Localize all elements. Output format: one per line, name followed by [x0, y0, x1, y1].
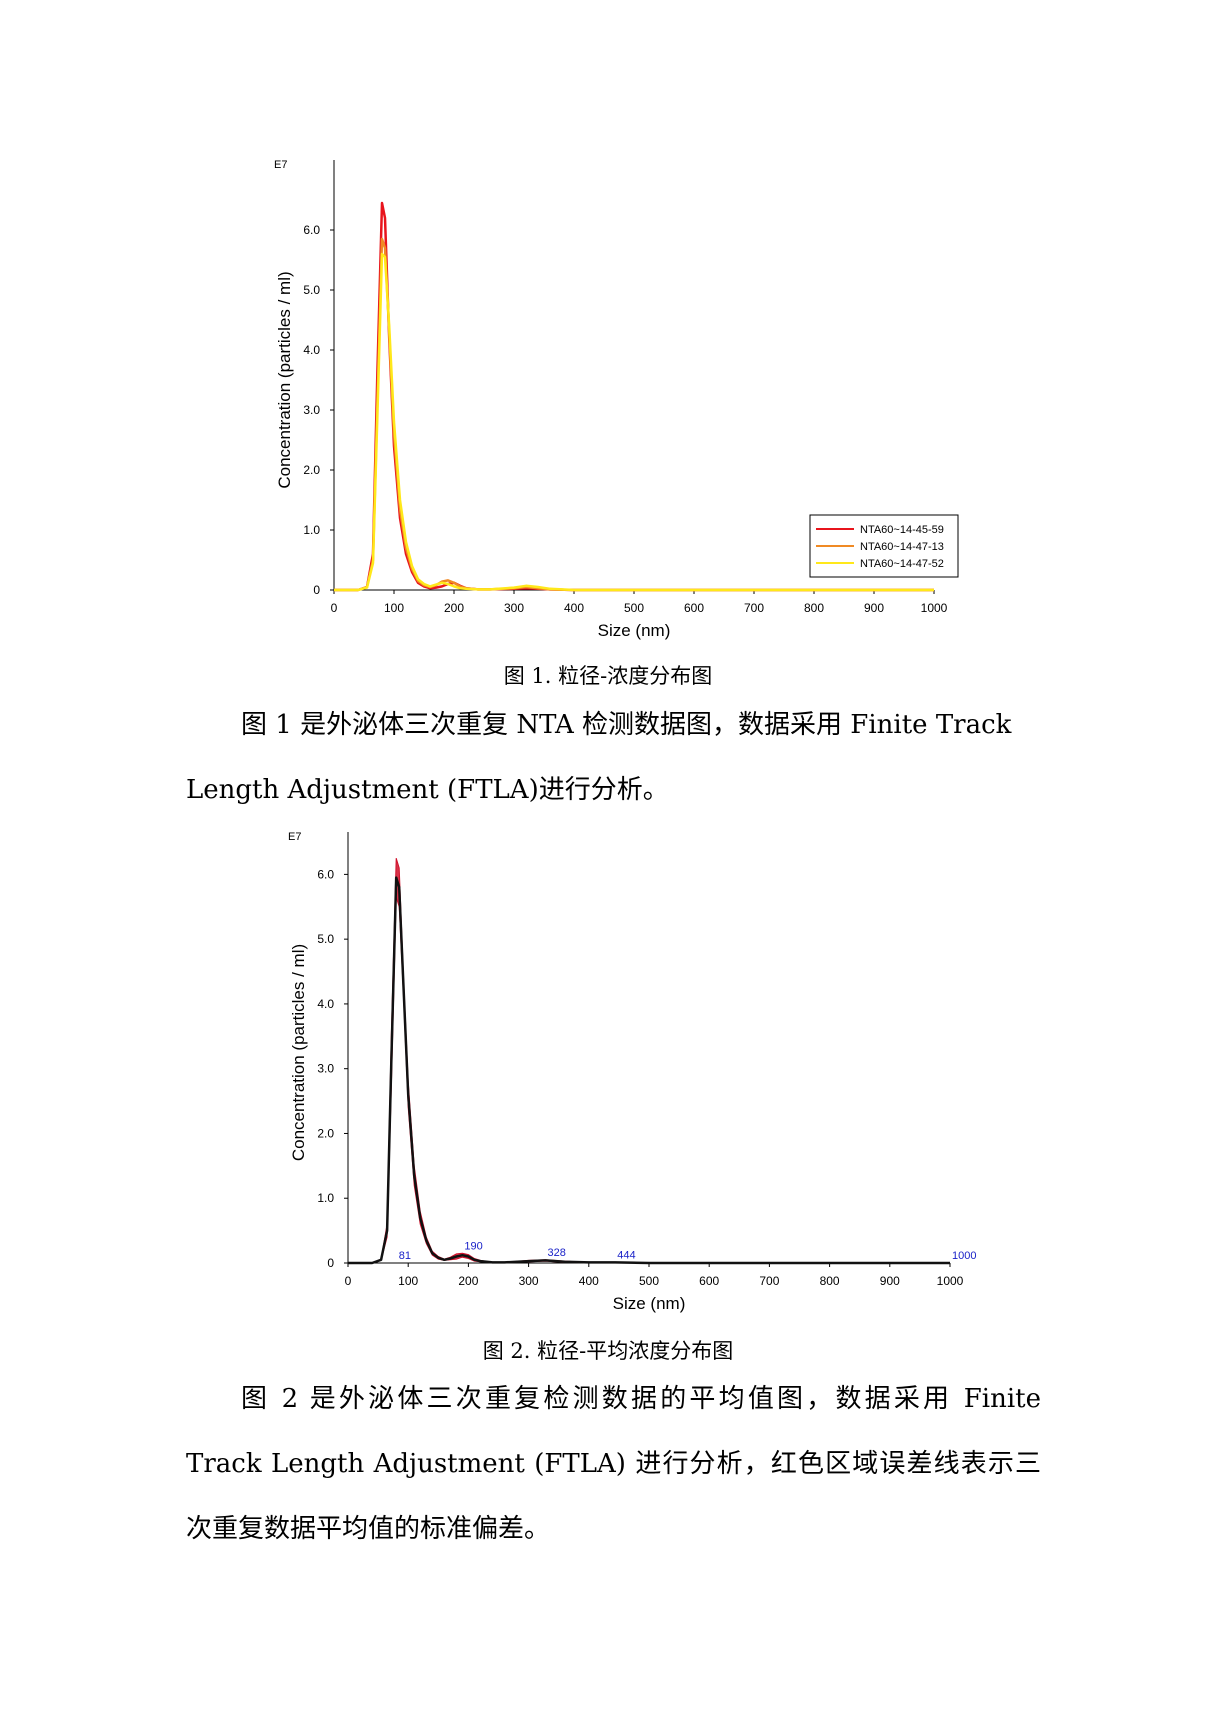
x-tick-label: 100	[398, 1274, 418, 1288]
y-tick-label: 1.0	[317, 1191, 334, 1205]
y-tick-label: 2.0	[317, 1126, 334, 1140]
x-tick-label: 800	[804, 601, 824, 615]
x-tick-label: 100	[384, 601, 404, 615]
x-tick-label: 300	[519, 1274, 539, 1288]
paragraph-1: 图 1 是外泌体三次重复 NTA 检测数据图，数据采用 Finite Track…	[186, 693, 1041, 823]
y-tick-label: 5.0	[317, 932, 334, 946]
y-tick-label: 6.0	[303, 223, 320, 237]
x-tick-label: 800	[820, 1274, 840, 1288]
peak-label: 328	[547, 1247, 565, 1259]
y-axis-label: Concentration (particles / ml)	[289, 944, 308, 1161]
legend-label-1: NTA60~14-45-59	[860, 524, 944, 536]
paragraph-2: 图 2 是外泌体三次重复检测数据的平均值图，数据采用 Finite Track …	[186, 1367, 1041, 1562]
y-tick-label: 1.0	[303, 523, 320, 537]
x-tick-label: 600	[684, 601, 704, 615]
x-tick-label: 200	[444, 601, 464, 615]
x-tick-label: 500	[624, 601, 644, 615]
x-tick-label: 300	[504, 601, 524, 615]
figure-2-caption: 图 2. 粒径-平均浓度分布图	[482, 1339, 734, 1363]
x-tick-label: 900	[864, 601, 884, 615]
x-tick-label: 400	[579, 1274, 599, 1288]
x-tick-label: 1000	[937, 1274, 964, 1288]
y-tick-label: 3.0	[317, 1062, 334, 1076]
peak-label: 190	[464, 1240, 482, 1252]
x-tick-label: 700	[744, 601, 764, 615]
x-axis-label: Size (nm)	[598, 621, 671, 640]
x-tick-label: 0	[331, 601, 338, 615]
y-tick-label: 4.0	[317, 997, 334, 1011]
exponent-label: E7	[274, 159, 287, 171]
x-tick-label: 400	[564, 601, 584, 615]
error-band	[348, 858, 950, 1264]
y-tick-label: 5.0	[303, 283, 320, 297]
y-tick-label: 3.0	[303, 403, 320, 417]
series-line-3	[334, 252, 934, 592]
size-concentration-chart: E7 0 1.0 2.0 3.0 4.0 5.0 6.0 0 100 200 300 400 500 600…	[274, 159, 959, 640]
size-mean-concentration-chart: E7 0 1.0 2.0 3.0 4.0 5.0 6.0 0 100 200 300 400 500 600…	[288, 831, 976, 1313]
x-tick-label: 0	[345, 1274, 352, 1288]
paragraph-1-line-2: Length Adjustment (FTLA)进行分析。	[186, 775, 669, 805]
paragraph-1-line-1: 图 1 是外泌体三次重复 NTA 检测数据图，数据采用 Finite Track	[241, 710, 1012, 740]
legend-label-2: NTA60~14-47-13	[860, 541, 944, 553]
paragraph-2-line-2: Track Length Adjustment (FTLA) 进行分析，红色区域…	[186, 1449, 1041, 1479]
peak-label: 81	[399, 1250, 411, 1262]
y-axis-label: Concentration (particles / ml)	[275, 271, 294, 488]
y-tick-label: 4.0	[303, 343, 320, 357]
y-tick-label: 2.0	[303, 463, 320, 477]
y-tick-label: 0	[327, 1256, 334, 1270]
x-tick-label: 200	[458, 1274, 478, 1288]
x-axis-label: Size (nm)	[613, 1294, 686, 1313]
figure-1-caption: 图 1. 粒径-浓度分布图	[503, 664, 713, 688]
x-tick-label: 1000	[921, 601, 948, 615]
x-tick-label: 700	[759, 1274, 779, 1288]
legend-label-3: NTA60~14-47-52	[860, 558, 944, 570]
mean-line	[348, 876, 950, 1265]
y-tick-label: 6.0	[317, 867, 334, 881]
x-tick-label: 900	[880, 1274, 900, 1288]
peak-label: 1000	[952, 1250, 976, 1262]
x-tick-label: 500	[639, 1274, 659, 1288]
x-tick-label: 600	[699, 1274, 719, 1288]
paragraph-2-line-1: 图 2 是外泌体三次重复检测数据的平均值图，数据采用 Finite	[241, 1384, 1041, 1414]
y-tick-label: 0	[313, 583, 320, 597]
exponent-label: E7	[288, 831, 301, 843]
peak-label: 444	[617, 1249, 635, 1261]
paragraph-2-line-3: 次重复数据平均值的标准偏差。	[186, 1514, 551, 1544]
